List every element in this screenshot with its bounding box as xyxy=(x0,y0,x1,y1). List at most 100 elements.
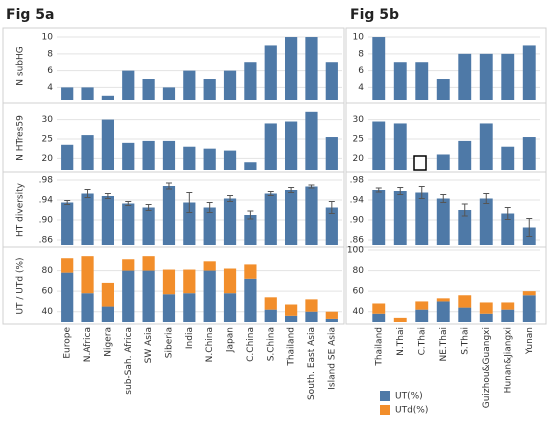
bar xyxy=(372,37,386,100)
bar xyxy=(203,148,216,170)
bar-segment xyxy=(393,317,407,322)
legend-label: UT(%) xyxy=(395,392,423,402)
bar xyxy=(501,146,515,170)
y-tick-label: 100 xyxy=(347,246,364,256)
y-tick-label: 25 xyxy=(353,134,364,144)
bar xyxy=(101,196,114,245)
bar xyxy=(372,121,386,170)
y-tick-label: .86 xyxy=(350,236,365,246)
bar-segment xyxy=(479,302,493,314)
bar xyxy=(325,137,338,170)
bar-segment xyxy=(285,304,298,316)
bar xyxy=(325,62,338,100)
bar xyxy=(162,186,176,245)
bar xyxy=(479,123,493,170)
bar xyxy=(81,87,94,100)
bar-segment xyxy=(162,294,176,322)
bar xyxy=(479,53,493,100)
bar xyxy=(61,202,74,245)
bar xyxy=(122,203,135,245)
bar xyxy=(393,191,407,245)
bar xyxy=(162,87,176,100)
legend-swatch xyxy=(380,405,390,415)
bar xyxy=(458,140,472,170)
y-tick-label: 4 xyxy=(47,83,53,93)
y-axis-label: N HTres59 xyxy=(16,115,26,161)
bar xyxy=(101,95,114,100)
y-tick-label: .98 xyxy=(39,176,54,186)
bar xyxy=(223,150,237,170)
bar-segment xyxy=(501,309,515,322)
y-axis-label: UT / UTd (%) xyxy=(16,257,26,314)
bar xyxy=(393,62,407,100)
y-tick-label: 6 xyxy=(47,66,53,76)
y-tick-label: 25 xyxy=(42,134,53,144)
bar xyxy=(436,154,450,170)
bar xyxy=(122,70,135,100)
bar xyxy=(393,123,407,170)
bar xyxy=(244,162,257,170)
bar-segment xyxy=(501,302,515,310)
bar-segment xyxy=(264,297,277,310)
bar-segment xyxy=(61,258,74,273)
bar xyxy=(162,140,176,170)
bar-segment xyxy=(522,295,536,322)
bar-segment xyxy=(183,293,196,322)
bar xyxy=(61,87,74,100)
bar xyxy=(122,142,135,170)
y-tick-label: 60 xyxy=(353,287,365,297)
bar xyxy=(203,79,216,100)
legend-label: UTd(%) xyxy=(395,406,428,416)
bar xyxy=(61,144,74,170)
y-tick-label: .90 xyxy=(350,216,365,226)
y-axis-label: HT diversity xyxy=(16,182,26,237)
x-tick-label: N.China xyxy=(205,327,215,362)
bar xyxy=(244,62,257,100)
y-tick-label: .94 xyxy=(350,196,365,206)
bar xyxy=(436,79,450,100)
y-tick-label: 20 xyxy=(353,154,365,164)
bar-segment xyxy=(162,269,176,295)
bar xyxy=(458,53,472,100)
bar-segment xyxy=(183,269,196,294)
bar xyxy=(415,62,429,100)
bar-segment xyxy=(372,303,386,314)
x-tick-label: N.Africa xyxy=(83,327,93,362)
bar-segment xyxy=(372,313,386,322)
bar-segment xyxy=(81,293,94,322)
bar xyxy=(325,207,338,245)
x-tick-label: Yunan xyxy=(525,327,535,355)
bar-segment xyxy=(305,299,318,312)
bar-segment xyxy=(142,270,155,322)
bar-segment xyxy=(203,270,216,322)
bar xyxy=(522,45,536,100)
bar-segment xyxy=(415,309,429,322)
bar-segment xyxy=(223,293,237,322)
bar-segment xyxy=(101,306,114,322)
figure-title: Fig 5a xyxy=(6,7,54,23)
y-tick-label: .90 xyxy=(39,216,54,226)
bar xyxy=(479,198,493,245)
bar-segment xyxy=(436,301,450,322)
bar xyxy=(223,70,237,100)
bar-segment xyxy=(325,318,338,322)
y-tick-label: 30 xyxy=(42,115,54,125)
x-tick-label: Siberia xyxy=(164,327,174,358)
bar xyxy=(264,193,277,245)
bar-segment xyxy=(122,270,135,322)
x-tick-label: Nigera xyxy=(103,327,113,357)
x-tick-label: Thailand xyxy=(374,327,384,367)
bar-segment xyxy=(285,315,298,322)
bar xyxy=(305,111,318,170)
y-tick-label: 40 xyxy=(353,307,365,317)
bar-segment xyxy=(458,295,472,308)
bar-segment xyxy=(522,291,536,296)
bar xyxy=(522,137,536,170)
x-tick-label: Thailand xyxy=(287,327,297,367)
y-tick-label: 80 xyxy=(353,266,365,276)
panel-frame-a xyxy=(2,27,345,325)
x-tick-label: sub-Sah. Africa xyxy=(124,327,134,395)
bar xyxy=(81,193,94,245)
bar xyxy=(305,37,318,100)
bar-segment xyxy=(101,282,114,307)
